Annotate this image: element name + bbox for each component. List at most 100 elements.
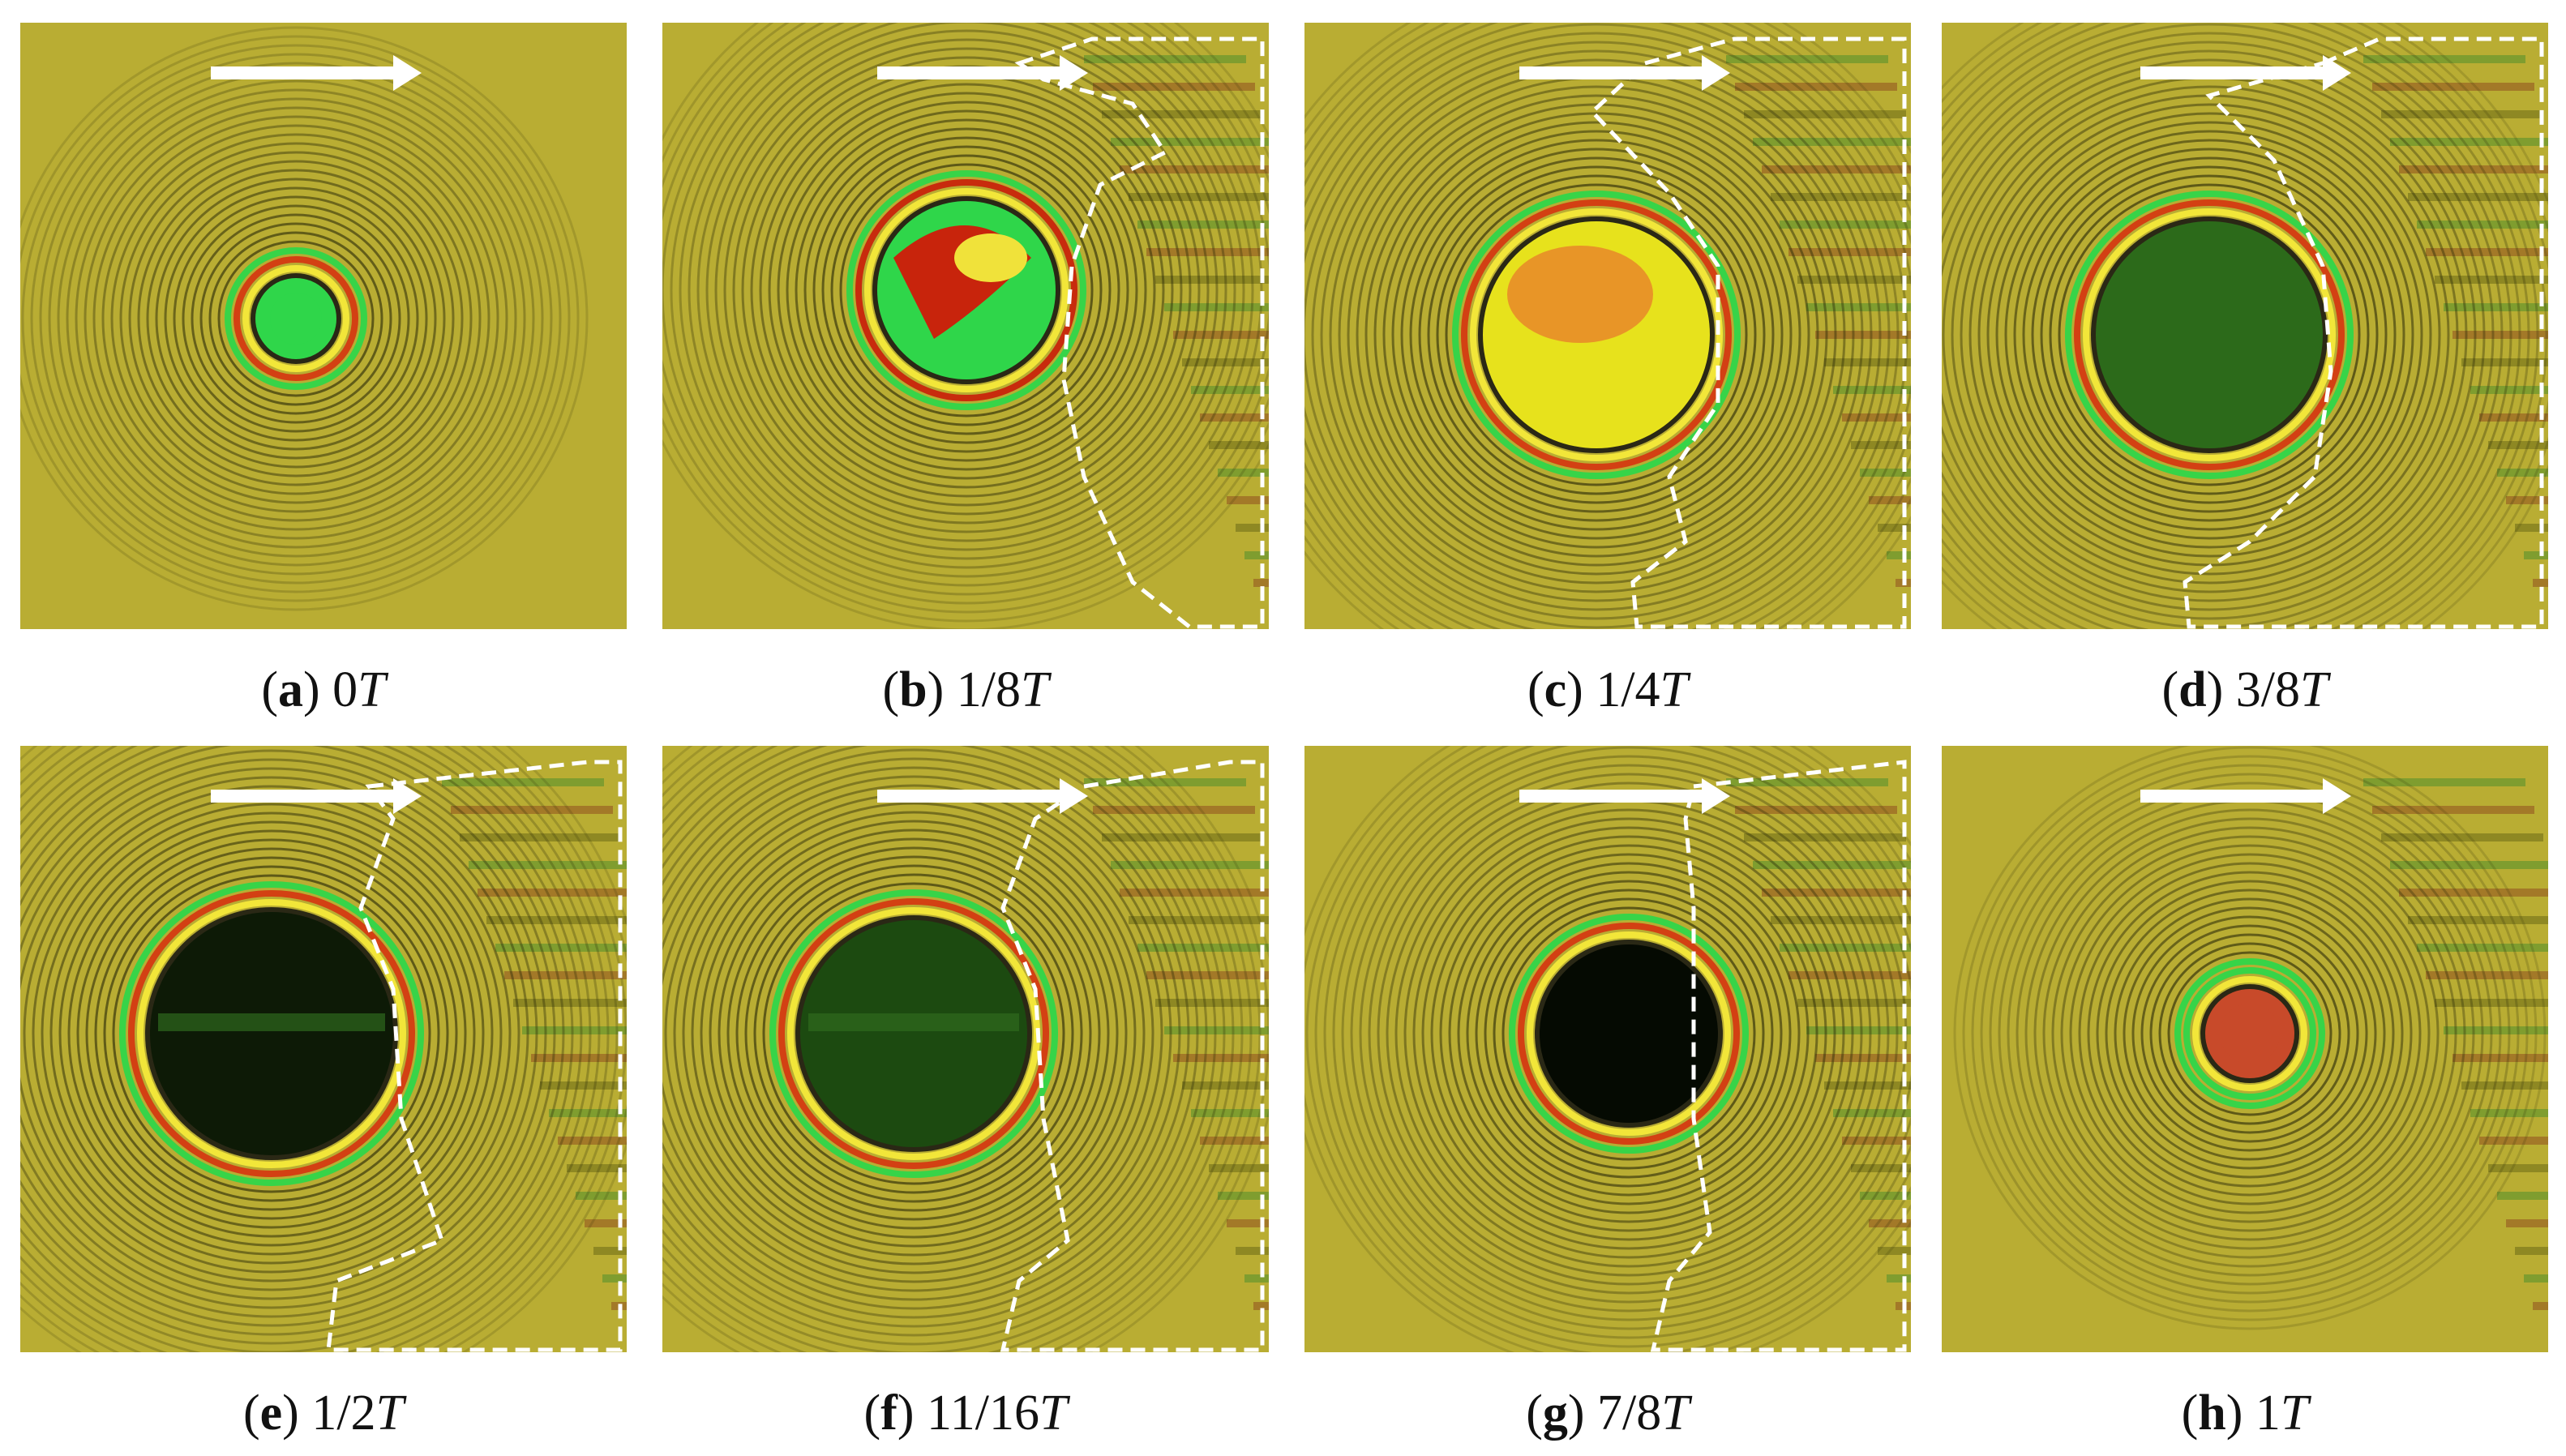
streak-b <box>1182 358 1269 366</box>
streak-c <box>1851 441 1911 449</box>
streak-e <box>531 1054 627 1062</box>
fringe-ring <box>20 35 580 602</box>
fringe-ring <box>41 803 503 1265</box>
fringe-ring <box>1986 112 2432 558</box>
right-arrow-icon <box>877 790 1064 803</box>
streak-g <box>1815 1054 1911 1062</box>
streak-f <box>1102 833 1264 841</box>
fringe-ring <box>1421 826 1836 1241</box>
streak-f <box>1182 1081 1269 1090</box>
fringe-ring <box>803 127 1129 453</box>
streak-e <box>585 1219 627 1227</box>
fringe-ring <box>1382 121 1810 549</box>
fringe-ring <box>49 812 494 1256</box>
fringe-ring <box>1304 32 1900 629</box>
streak-b <box>1191 386 1269 394</box>
streak-g <box>1860 1192 1911 1200</box>
streak-h <box>2417 944 2548 952</box>
fringe-ring <box>1484 889 1774 1179</box>
fringe-ring <box>753 873 1074 1194</box>
streak-b <box>1218 469 1269 477</box>
streak-b <box>1236 524 1269 532</box>
fringe-ring <box>128 890 415 1177</box>
streak-d <box>2435 276 2548 284</box>
streak-c <box>1887 551 1911 559</box>
fringe-ring <box>1461 199 1732 470</box>
streak-g <box>1887 1274 1911 1283</box>
streak-e <box>567 1164 627 1172</box>
fringe-ring <box>1305 746 1911 1352</box>
right-arrow-head-icon <box>393 55 422 91</box>
streak-g <box>1851 1164 1911 1172</box>
fringe-ring <box>1942 32 2512 629</box>
flow-boundary-e <box>326 760 623 1352</box>
fringe-ring <box>1942 23 2530 629</box>
fringe-ring <box>20 746 619 1352</box>
streak-g <box>1833 1109 1911 1117</box>
fringe-ring <box>855 179 1077 401</box>
panel-g-image <box>1304 746 1911 1352</box>
fringe-ring <box>662 23 1269 596</box>
streak-g <box>1824 1081 1911 1090</box>
streak-c <box>1842 413 1911 422</box>
streak-e <box>602 1274 627 1283</box>
streak-d <box>2452 331 2548 339</box>
streak-d <box>2470 386 2548 394</box>
caption-f: (f) 11/16T <box>863 1385 1068 1441</box>
fringe-ring <box>2065 191 2354 479</box>
streak-h <box>2381 833 2543 841</box>
fringe-ring <box>662 766 1181 1301</box>
fringe-ring <box>662 746 1253 1352</box>
fringe-ring <box>1942 23 2548 629</box>
fringe-ring <box>191 213 401 424</box>
streak-c <box>1878 524 1911 532</box>
streak-f <box>1253 1302 1269 1310</box>
panel-h-image <box>1942 746 2548 1352</box>
streak-b <box>1102 110 1264 118</box>
fringe-ring <box>1391 130 1801 540</box>
streak-b <box>1173 331 1269 339</box>
fringe-ring <box>2040 165 2379 504</box>
streak-g <box>1726 778 1888 786</box>
streak-f <box>1236 1247 1269 1255</box>
fringe-ring <box>2060 844 2440 1223</box>
core-disc-f <box>800 920 1027 1147</box>
fringe-ring <box>777 101 1156 480</box>
streak-c <box>1780 221 1911 229</box>
fringe-ring <box>103 865 440 1202</box>
fringe-ring <box>1430 835 1827 1232</box>
interference-image-a <box>20 23 627 629</box>
fringe-ring <box>762 882 1065 1185</box>
streak-c <box>1735 83 1897 91</box>
fringe-ring <box>67 829 476 1238</box>
interference-image-c <box>1304 23 1911 629</box>
streak-g <box>1744 833 1906 841</box>
streak-c <box>1771 193 1911 201</box>
streak-e <box>558 1137 627 1145</box>
streak-e <box>593 1247 627 1255</box>
fringe-ring <box>30 53 562 585</box>
fringe-ring <box>2051 835 2448 1232</box>
fringe-ring <box>1942 23 2521 629</box>
streak-f <box>1155 999 1269 1007</box>
streak-b <box>1200 413 1269 422</box>
streak-d <box>2461 358 2548 366</box>
fringe-ring <box>705 29 1227 551</box>
fringe-ring <box>20 758 547 1309</box>
streak-e <box>495 944 627 952</box>
fringe-ring <box>1942 23 2539 629</box>
fringe-ring <box>1989 773 2511 1295</box>
fringe-ring <box>1995 121 2423 549</box>
fringe-ring <box>2192 976 2307 1091</box>
fringe-rings-f <box>662 746 1269 1352</box>
streak-c <box>1806 303 1911 311</box>
fringe-ring <box>94 856 449 1211</box>
fringe-ring <box>119 142 473 495</box>
streak-h <box>2488 1164 2548 1172</box>
fringe-ring <box>1518 923 1740 1145</box>
fringe-ring <box>1942 58 2486 611</box>
core-band <box>808 1013 1019 1031</box>
fringe-ring <box>759 83 1174 498</box>
fringe-ring <box>1409 148 1784 522</box>
flow-boundary-b <box>1014 36 1265 629</box>
